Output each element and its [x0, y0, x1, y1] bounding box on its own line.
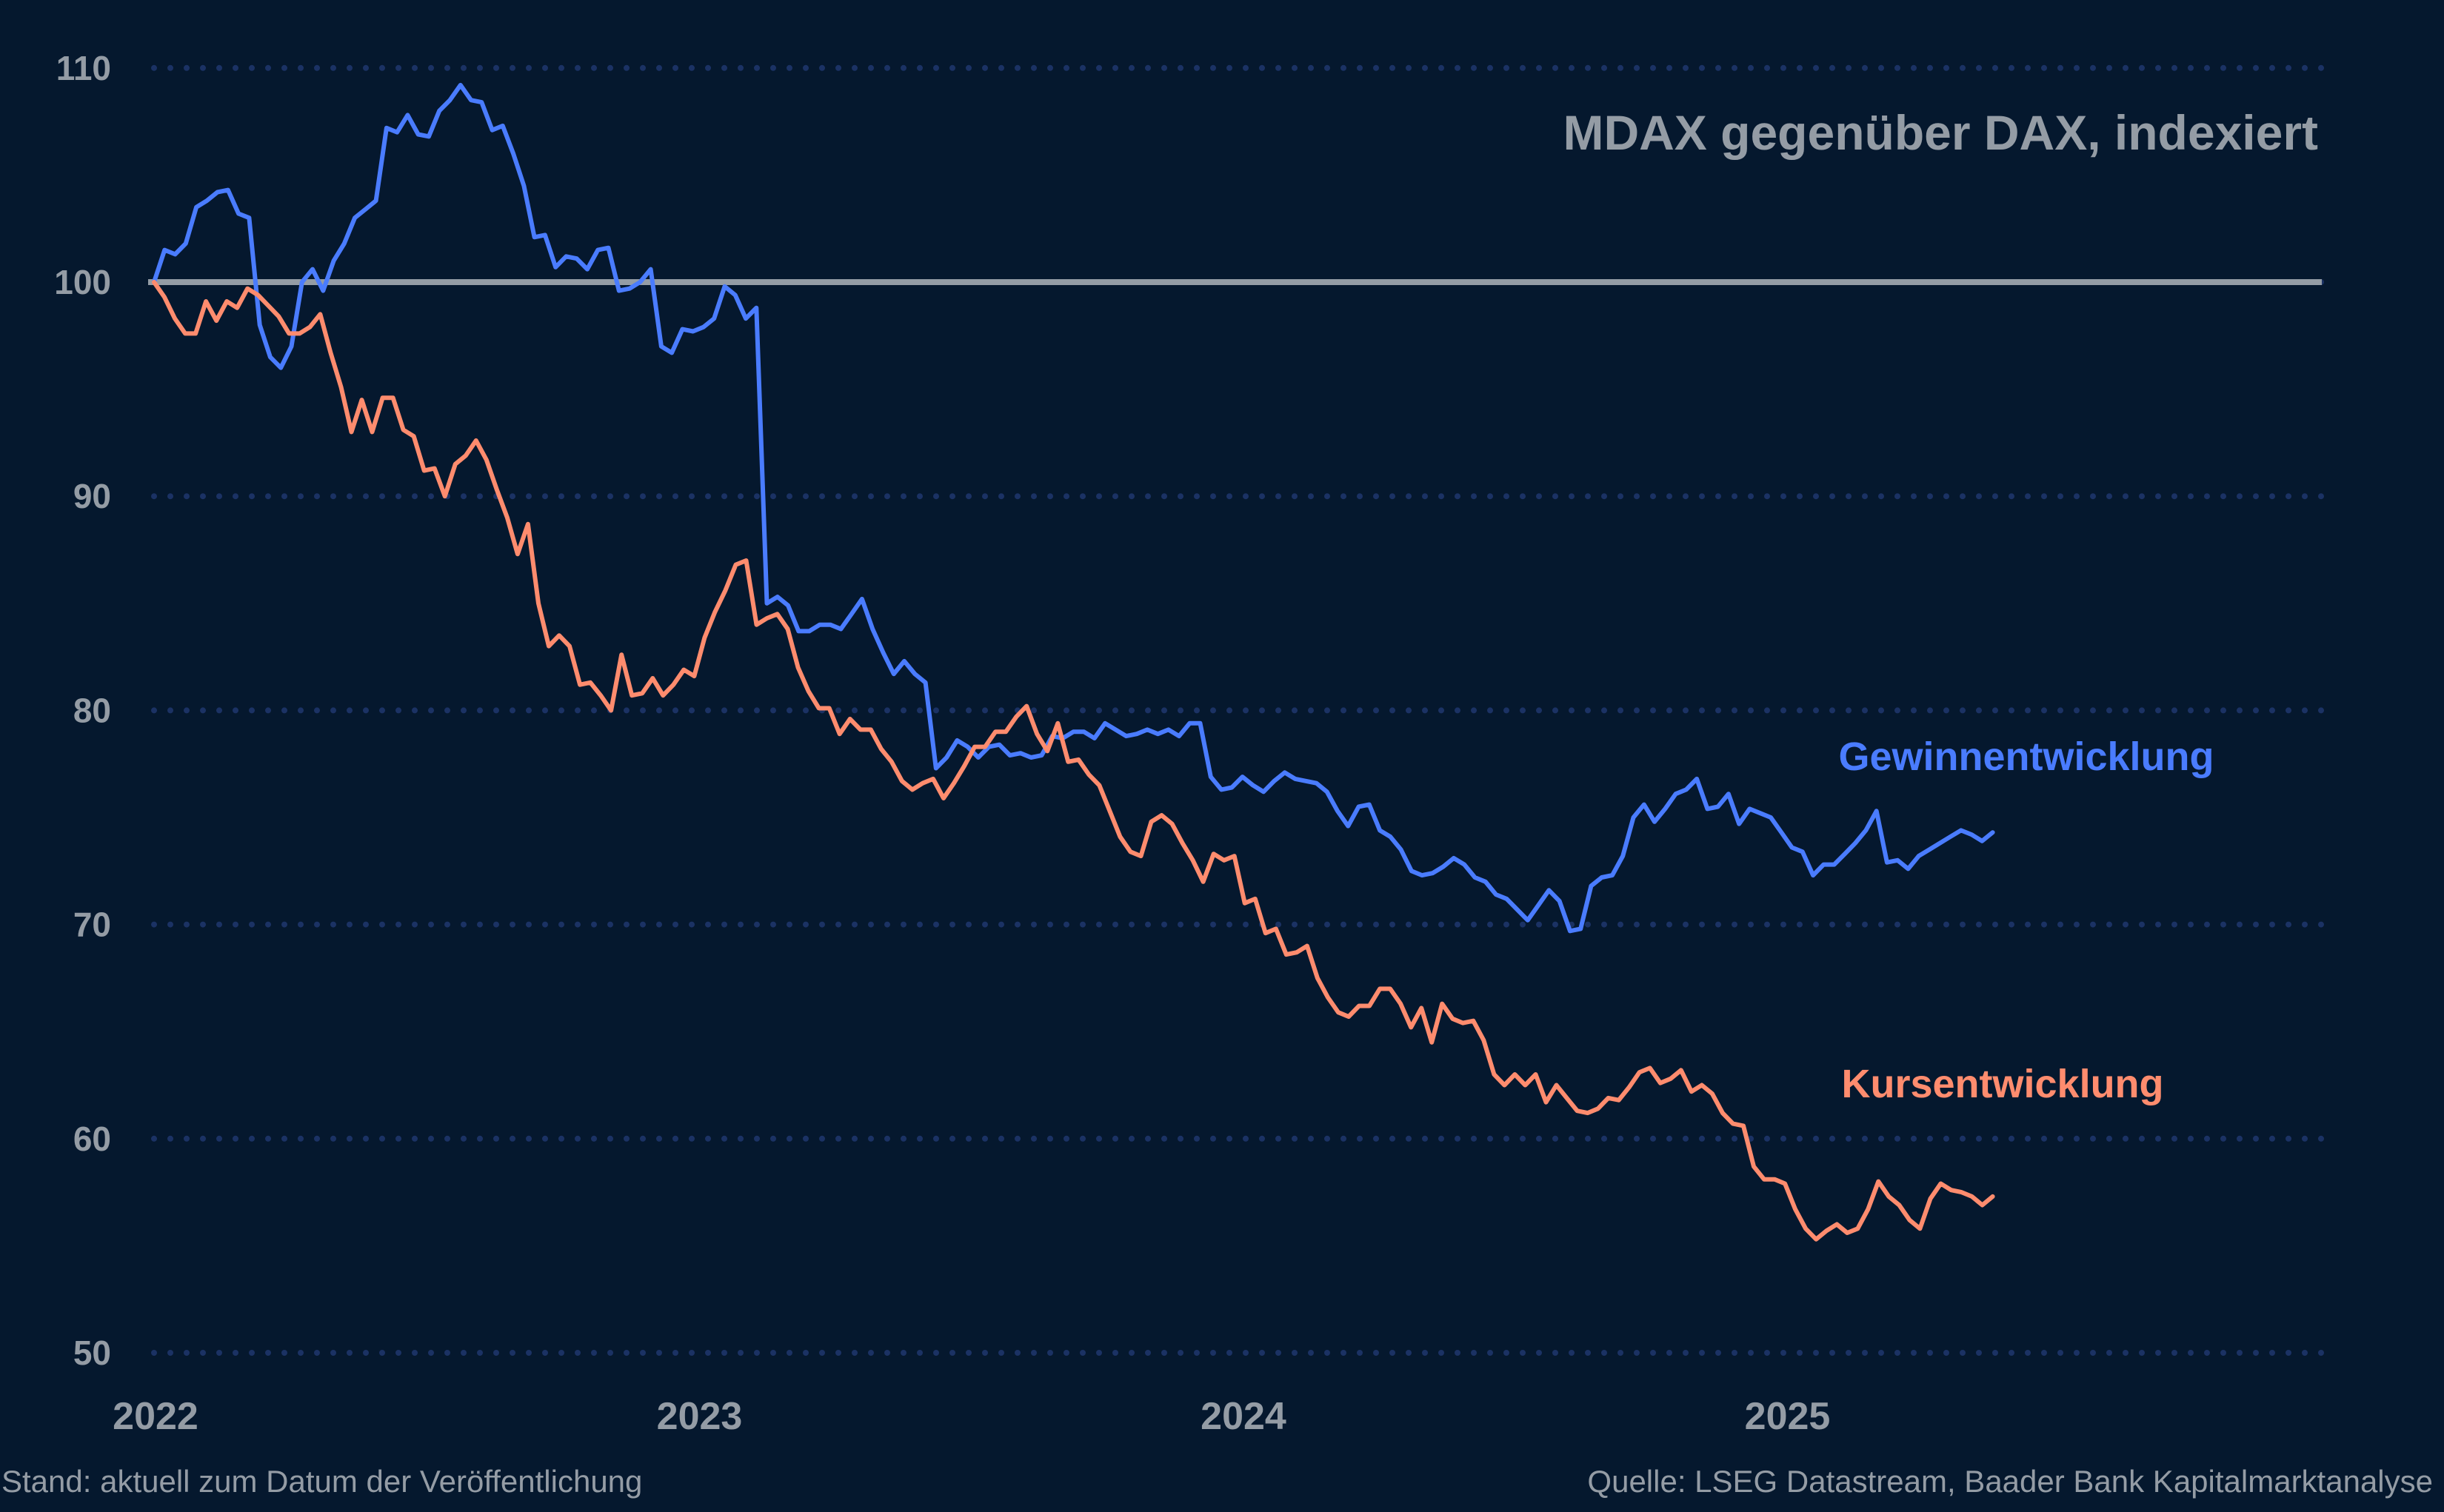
- x-tick-label: 2023: [657, 1395, 743, 1438]
- series-label-gewinnentwicklung: Gewinnentwicklung: [1838, 735, 2214, 779]
- y-tick-label: 60: [73, 1120, 111, 1158]
- footer-source: Quelle: LSEG Datastream, Baader Bank Kap…: [1587, 1464, 2433, 1499]
- y-tick-label: 90: [73, 477, 111, 515]
- y-tick-label: 70: [73, 906, 111, 944]
- series-line-gewinnentwicklung: [152, 82, 1995, 934]
- gridlines: [151, 64, 2332, 1356]
- series-line-kursentwicklung: [152, 280, 1995, 1242]
- y-tick-label: 110: [56, 49, 111, 87]
- x-tick-label: 2022: [113, 1395, 198, 1438]
- series-lines: [152, 82, 1995, 1242]
- x-tick-label: 2025: [1745, 1395, 1831, 1438]
- x-axis-ticks: 2022 2023 2024 2025: [113, 1395, 1830, 1438]
- y-axis-ticks: 50 60 70 80 90 100 110: [54, 49, 111, 1372]
- footer-stand: Stand: aktuell zum Datum der Veröffentli…: [1, 1464, 642, 1499]
- y-tick-label: 50: [73, 1334, 111, 1372]
- y-tick-label: 100: [54, 263, 111, 301]
- chart-title: MDAX gegenüber DAX, indexiert: [1563, 105, 2319, 160]
- series-label-kursentwicklung: Kursentwicklung: [1841, 1062, 2163, 1106]
- x-tick-label: 2024: [1201, 1395, 1286, 1438]
- y-tick-label: 80: [73, 691, 111, 729]
